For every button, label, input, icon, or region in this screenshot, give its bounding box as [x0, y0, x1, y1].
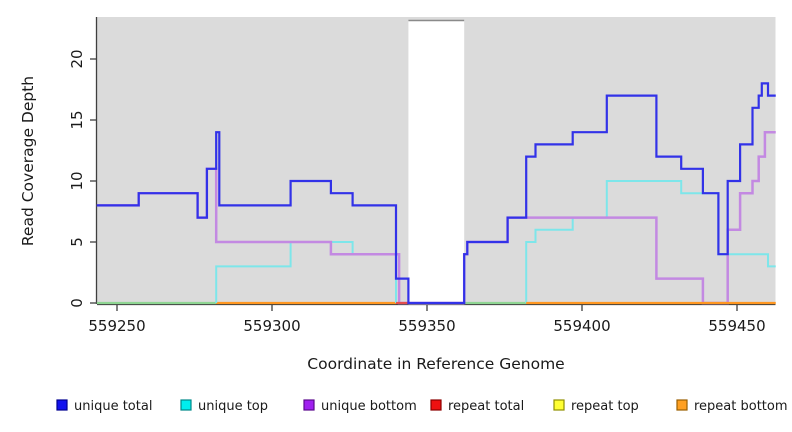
legend-label: unique bottom: [321, 399, 417, 414]
legend-swatch-repeat-total: [430, 399, 442, 411]
x-tick-label: 559250: [88, 317, 145, 335]
x-tick-label: 559300: [243, 317, 300, 335]
legend-label: repeat total: [448, 399, 524, 414]
legend-item-repeat-top: repeat top: [553, 399, 639, 414]
y-tick-label: 10: [68, 171, 86, 190]
x-tick-label: 559350: [398, 317, 455, 335]
legend-label: unique top: [198, 399, 268, 414]
y-axis-title: Read Coverage Depth: [19, 76, 37, 246]
legend-item-repeat-bottom: repeat bottom: [676, 399, 788, 414]
legend-item-unique-total: unique total: [56, 399, 152, 414]
legend-swatch-unique-top: [180, 399, 192, 411]
legend-swatch-repeat-bottom: [676, 399, 688, 411]
x-tick-label: 559450: [708, 317, 765, 335]
legend-item-unique-top: unique top: [180, 399, 268, 414]
legend-label: repeat bottom: [694, 399, 788, 414]
legend-label: repeat top: [571, 399, 639, 414]
y-tick-label: 5: [68, 237, 86, 247]
legend-swatch-repeat-top: [553, 399, 565, 411]
legend-item-unique-bottom: unique bottom: [303, 399, 417, 414]
legend-swatch-unique-total: [56, 399, 68, 411]
series-unique-total-line: [96, 82, 776, 305]
series-unique-top-line: [525, 180, 776, 303]
x-axis-title: Coordinate in Reference Genome: [307, 355, 564, 373]
legend-label: unique total: [74, 399, 152, 414]
x-tick-label: 559400: [553, 317, 610, 335]
y-tick-label: 20: [68, 49, 86, 68]
y-tick-label: 0: [68, 298, 86, 308]
legend-item-repeat-total: repeat total: [430, 399, 524, 414]
y-tick-label: 15: [68, 110, 86, 129]
coverage-gap-band: [408, 20, 465, 305]
legend-swatch-unique-bottom: [303, 399, 315, 411]
